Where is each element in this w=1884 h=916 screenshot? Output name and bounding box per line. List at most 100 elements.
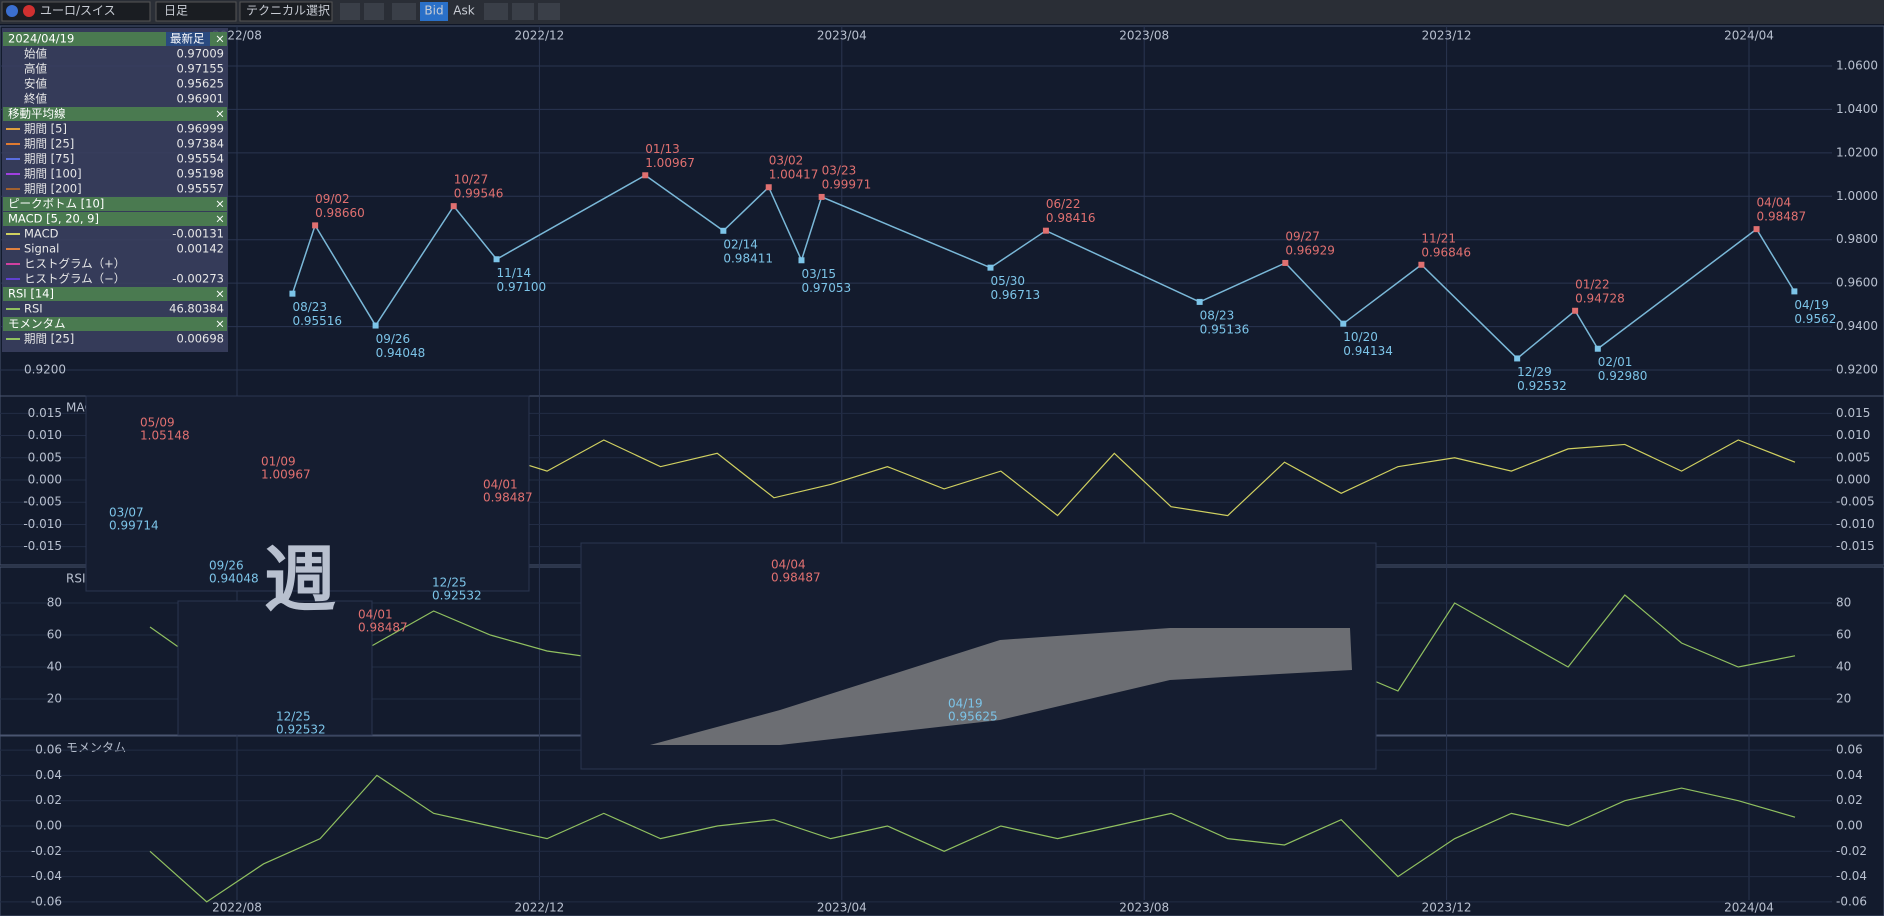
- y-tick-label: 0.015: [28, 406, 62, 420]
- peak-value: 0.99971: [822, 177, 872, 191]
- y-tick-label: 1.0600: [1836, 59, 1878, 73]
- row-value: 0.95198: [176, 167, 224, 181]
- tool-button[interactable]: [538, 3, 560, 20]
- row-label: ヒストグラム（+）: [24, 257, 125, 271]
- y-tick-label: -0.02: [1836, 844, 1867, 858]
- row-label: 期間 [100]: [24, 167, 82, 181]
- row-value: 0.97009: [176, 47, 224, 61]
- pair-select[interactable]: [1, 1, 151, 22]
- inset-panel: [177, 600, 373, 736]
- peak-value: 0.99546: [454, 187, 504, 201]
- y-tick-label: 0.9800: [1836, 232, 1878, 246]
- section-header: [3, 287, 227, 301]
- x-tick-label: 2024/04: [1724, 29, 1774, 43]
- inset-value: 1.05148: [140, 429, 190, 443]
- tool-button[interactable]: [484, 3, 508, 20]
- row-value: 0.00698: [176, 332, 224, 346]
- y-tick-label: -0.010: [23, 517, 62, 531]
- peak-marker: [1572, 307, 1579, 314]
- row-label: RSI: [24, 302, 43, 316]
- row-value: 46.80384: [169, 302, 224, 316]
- peak-date: 08/23: [1200, 308, 1235, 322]
- row-label: 期間 [25]: [24, 332, 74, 346]
- y-tick-label: -0.02: [31, 844, 62, 858]
- inset-value: 1.00967: [261, 468, 311, 482]
- row-label: 期間 [25]: [24, 137, 74, 151]
- inset-value: 0.94048: [209, 572, 259, 586]
- y-tick-label: -0.010: [1836, 517, 1875, 531]
- peak-date: 03/23: [822, 163, 857, 177]
- peak-value: 0.94134: [1343, 344, 1393, 358]
- y-tick-label: 0.02: [1836, 793, 1863, 807]
- peak-marker: [493, 256, 500, 263]
- row-value: 0.96999: [176, 122, 224, 136]
- pair: ユーロ/スイス: [40, 4, 116, 18]
- row-value: 0.95554: [176, 152, 224, 166]
- technical-select[interactable]: [239, 1, 333, 22]
- peak-marker: [1282, 259, 1289, 266]
- x-tick-label: 2023/04: [817, 29, 867, 43]
- peak-date: 02/14: [723, 237, 758, 251]
- peak-value: 1.00417: [769, 168, 819, 182]
- inset-value: 0.95625: [948, 710, 998, 724]
- row-value: -0.00131: [172, 227, 224, 241]
- peak-date: 04/04: [1757, 196, 1792, 210]
- peak-date: 04/19: [1794, 298, 1829, 312]
- panel: [0, 25, 1884, 397]
- peak-marker: [1042, 227, 1049, 234]
- tool-button[interactable]: [364, 3, 384, 20]
- y-tick-label: 0.06: [35, 743, 62, 757]
- peak-value: 0.98411: [723, 251, 773, 265]
- tool-button[interactable]: [340, 3, 360, 20]
- x-tick-label: 2023/04: [817, 901, 867, 915]
- y-tick-label: 0.02: [35, 793, 62, 807]
- inset-date: 04/01: [358, 608, 393, 622]
- section-header: [3, 197, 227, 211]
- peak-value: 0.96713: [990, 288, 1040, 302]
- peak-marker: [642, 172, 649, 179]
- row-value: 0.97155: [176, 62, 224, 76]
- inset-value: 0.92532: [432, 589, 482, 603]
- panel-label: モメンタム: [66, 741, 126, 755]
- peak-marker: [1340, 320, 1347, 327]
- peak-value: 0.98487: [1757, 210, 1807, 224]
- ask-button[interactable]: [450, 2, 478, 21]
- row-label: 終値: [24, 92, 47, 106]
- inset-date: 12/25: [432, 576, 467, 590]
- y-tick-label: 0.9400: [1836, 319, 1878, 333]
- section-header: [3, 212, 227, 226]
- y-tick-label: 0.005: [1836, 450, 1870, 464]
- peak-date: 01/22: [1575, 277, 1610, 291]
- peak-marker: [289, 290, 296, 297]
- peak-value: 0.94048: [376, 346, 426, 360]
- peak-date: 02/01: [1598, 355, 1633, 369]
- tool-button[interactable]: [392, 3, 416, 20]
- section-title: MACD [5, 20, 9]: [8, 212, 99, 226]
- peak-marker: [1594, 345, 1601, 352]
- y-tick-label: 80: [47, 596, 62, 610]
- timeframe-select[interactable]: [155, 1, 237, 22]
- section-title: 移動平均線: [8, 107, 66, 121]
- peak-date: 09/02: [315, 192, 350, 206]
- inset-value: 0.98487: [483, 491, 533, 505]
- peak-marker: [1514, 355, 1521, 362]
- bid-button[interactable]: [420, 2, 448, 21]
- peak-value: 0.92980: [1598, 369, 1648, 383]
- cloud: [650, 628, 1352, 745]
- row-value: 0.95557: [176, 182, 224, 196]
- peak-value: 0.98416: [1046, 211, 1096, 225]
- row-value: 0.95625: [176, 77, 224, 91]
- y-tick-label: 80: [1836, 596, 1851, 610]
- y-tick-label: 40: [1836, 660, 1851, 674]
- inset-date: 12/25: [276, 710, 311, 724]
- peak-marker: [1418, 261, 1425, 268]
- y-tick-label: 0.9600: [1836, 276, 1878, 290]
- inset-date: 09/26: [209, 559, 244, 573]
- tool-button[interactable]: [512, 3, 534, 20]
- section-title: モメンタム: [8, 317, 66, 331]
- close: ×: [215, 32, 225, 46]
- close: ×: [215, 107, 225, 121]
- y-tick-label: 1.0400: [1836, 102, 1878, 116]
- inset-value: 0.98487: [358, 621, 408, 635]
- y-tick-label: -0.06: [1836, 894, 1867, 908]
